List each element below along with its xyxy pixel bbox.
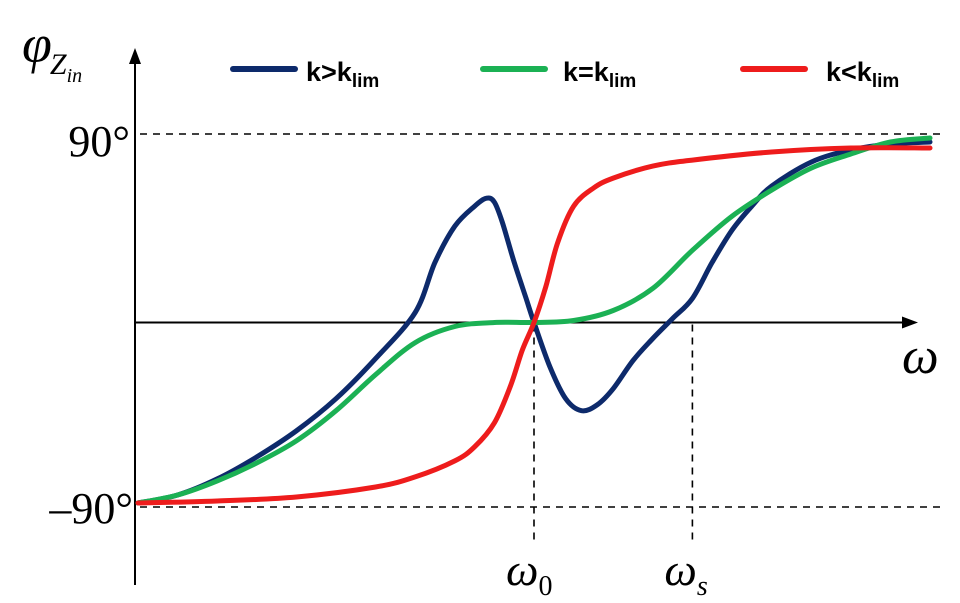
series-line-k-lt (135, 145, 933, 506)
legend: k>klim k=klim k<klim (230, 57, 899, 92)
x-marker-label-omega-0: ω0 (506, 544, 552, 602)
legend-item-k-eq: k=klim (480, 57, 636, 92)
series-line-k-gt (135, 139, 933, 506)
y-tick-label-90: 90° (68, 117, 130, 166)
x-marker-omega-s-main: ω (664, 544, 696, 595)
y-tick-label-minus-90: –90° (48, 484, 133, 533)
legend-label-k-eq: k=klim (563, 57, 636, 92)
y-axis-label: φZin (22, 14, 82, 87)
legend-label-k-lt: k<klim (826, 57, 899, 92)
series-group (135, 135, 933, 506)
legend-item-k-gt: k>klim (230, 57, 379, 92)
x-axis-arrowhead (902, 316, 918, 329)
y-axis-arrowhead (129, 48, 141, 64)
x-marker-omega-s-sub: s (697, 571, 708, 602)
legend-label-k-gt: k>klim (306, 57, 379, 92)
y-axis-label-main: φ (22, 14, 52, 74)
y-axis-label-sub: Z (50, 48, 67, 81)
x-marker-omega-0-sub: 0 (538, 571, 552, 602)
x-axis-label: ω (902, 328, 939, 385)
legend-item-k-lt: k<klim (740, 57, 899, 92)
y-axis-label-subsub: in (67, 65, 83, 87)
x-marker-label-omega-s: ωs (664, 544, 707, 602)
x-marker-omega-0-main: ω (506, 544, 538, 595)
